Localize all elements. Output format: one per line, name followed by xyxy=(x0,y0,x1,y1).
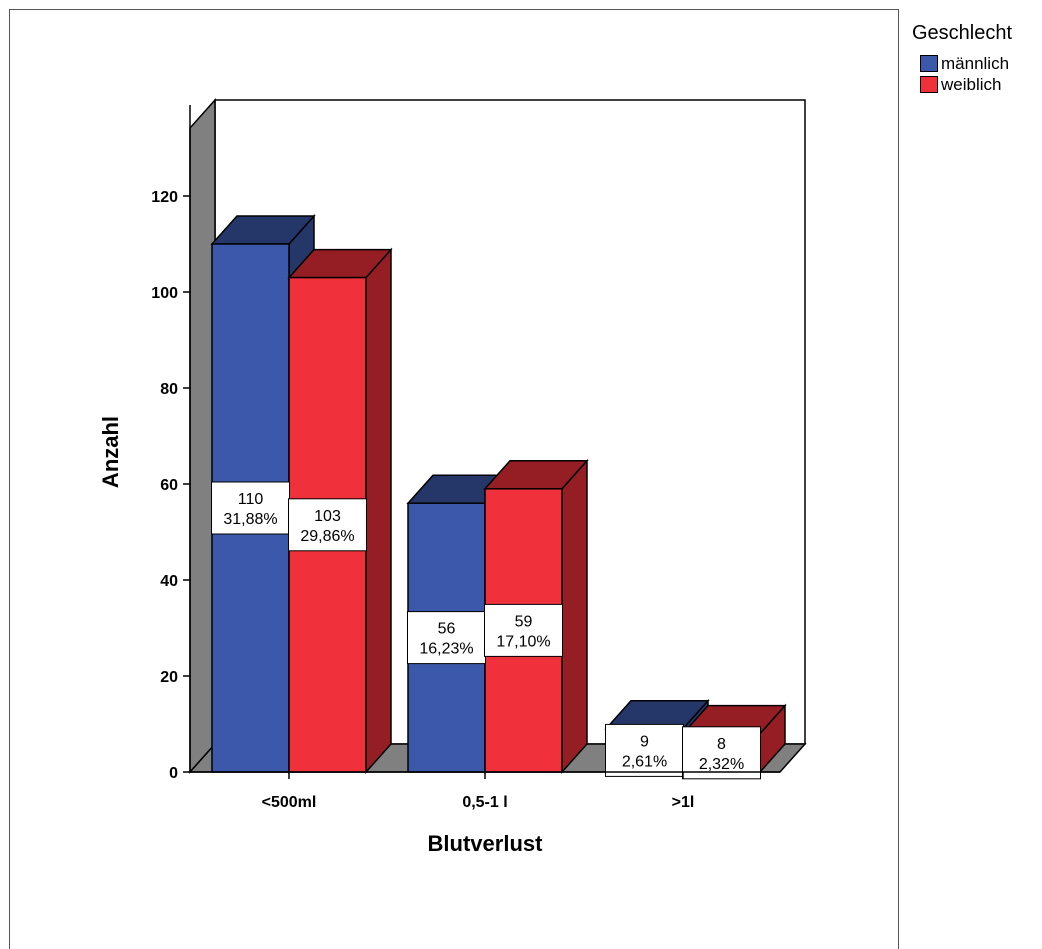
x-tick-label-2: >1l xyxy=(672,794,695,811)
y-tick-label-3: 60 xyxy=(160,477,178,494)
legend-item-maennlich: männlich xyxy=(920,53,1012,74)
data-label-box xyxy=(605,723,684,777)
legend-title: Geschlecht xyxy=(912,22,1013,44)
data-label-1-0: 56 16,23% xyxy=(407,611,486,665)
data-label-box xyxy=(288,498,367,552)
data-label-0-1: 103 29,86% xyxy=(288,498,367,552)
data-label-2-1: 8 2,32% xyxy=(682,726,761,780)
y-axis-title: Anzahl xyxy=(98,416,123,488)
data-label-percent: 2,32% xyxy=(699,756,744,773)
data-label-percent: 2,61% xyxy=(622,753,667,770)
y-tick-label-4: 80 xyxy=(160,381,178,398)
data-label-box xyxy=(407,611,486,665)
data-label-count: 9 xyxy=(640,733,649,750)
data-label-count: 59 xyxy=(515,613,533,630)
x-axis-title: Blutverlust xyxy=(428,831,544,856)
legend: Geschlecht männlich weiblich xyxy=(912,22,1012,95)
bar-side xyxy=(561,458,588,774)
legend-swatch-weiblich xyxy=(920,76,938,93)
chart-frame xyxy=(9,9,899,949)
data-label-percent: 31,88% xyxy=(223,511,277,528)
data-label-count: 103 xyxy=(314,508,341,525)
data-label-percent: 17,10% xyxy=(496,633,550,650)
data-label-2-0: 9 2,61% xyxy=(605,723,684,777)
legend-label-maennlich: männlich xyxy=(941,53,1010,73)
x-tick-label-0: <500ml xyxy=(262,794,317,811)
data-label-box xyxy=(484,603,563,657)
y-tick-label-1: 20 xyxy=(160,669,178,686)
data-labels: 110 31,88% 103 29,86% 56 16,23% 59 17,10% 9 2,61%… xyxy=(211,481,761,780)
x-tick-label-1: 0,5-1 l xyxy=(462,794,507,811)
y-tick-label-0: 0 xyxy=(169,765,178,782)
y-axis: 0 20 40 60 80 100 120 xyxy=(151,105,191,782)
y-tick-label-5: 100 xyxy=(151,285,178,302)
data-label-0-0: 110 31,88% xyxy=(211,481,290,535)
data-label-box xyxy=(211,481,290,535)
legend-label-weiblich: weiblich xyxy=(941,74,1002,94)
bar-side xyxy=(365,247,392,774)
data-label-percent: 29,86% xyxy=(300,528,354,545)
data-label-box xyxy=(682,726,761,780)
data-label-count: 56 xyxy=(438,621,456,638)
data-label-count: 8 xyxy=(717,736,726,753)
y-tick-label-6: 120 xyxy=(151,189,178,206)
data-label-count: 110 xyxy=(238,491,264,508)
legend-item-weiblich: weiblich xyxy=(920,74,1012,95)
legend-swatch-maennlich xyxy=(920,55,938,72)
x-axis: <500ml 0,5-1 l >1l xyxy=(190,771,780,811)
data-label-1-1: 59 17,10% xyxy=(484,603,563,657)
data-label-percent: 16,23% xyxy=(419,641,473,658)
y-tick-label-2: 40 xyxy=(160,573,178,590)
